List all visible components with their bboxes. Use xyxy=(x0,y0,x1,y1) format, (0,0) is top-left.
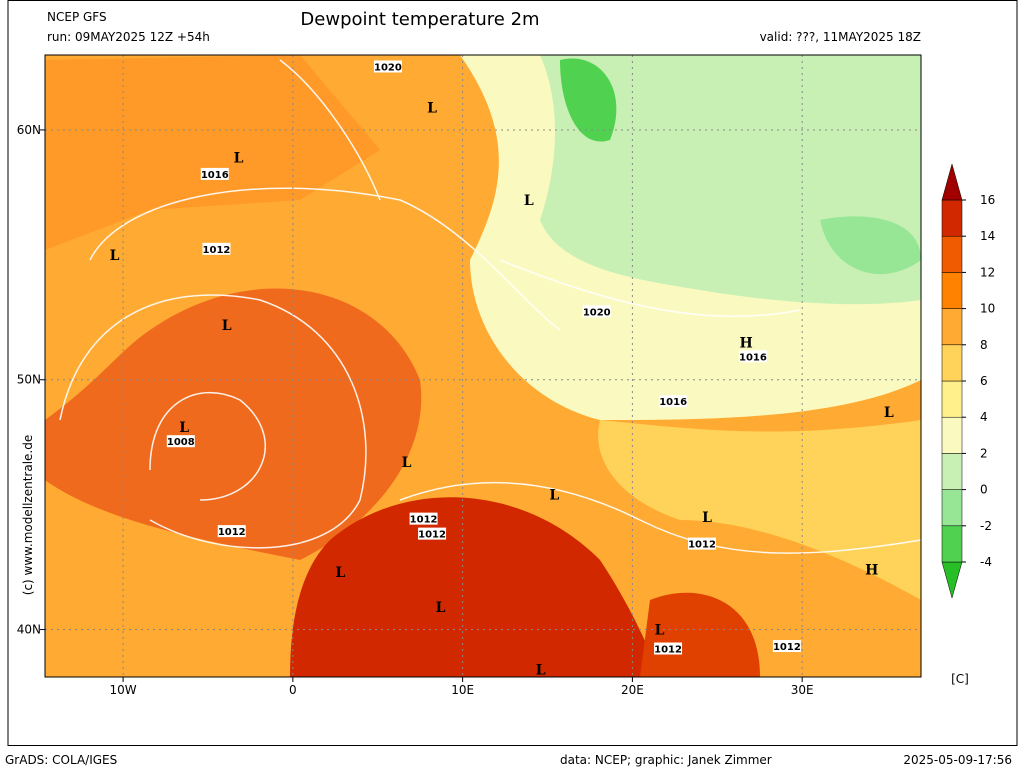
pressure-value: 1012 xyxy=(688,540,716,551)
colorbar-segment xyxy=(941,453,963,490)
pressure-value: 1016 xyxy=(201,170,229,181)
label-box xyxy=(217,525,246,538)
map-field xyxy=(45,55,921,677)
colorbar-label: 10 xyxy=(980,302,995,316)
x-tick-label: 0 xyxy=(289,683,297,697)
colorbar-segment xyxy=(941,489,963,527)
label-box xyxy=(772,640,801,653)
colorbar-segment xyxy=(941,272,963,309)
label-box xyxy=(373,60,402,73)
colorbar-label: 6 xyxy=(980,374,988,388)
pressure-value: 1012 xyxy=(203,245,231,256)
pressure-value: 1020 xyxy=(374,62,402,73)
colorbar-label: -4 xyxy=(980,555,992,569)
pressure-center: H xyxy=(865,563,878,579)
x-tick-label: 30E xyxy=(791,683,814,697)
label-box xyxy=(688,537,716,550)
y-tick-label: 50N xyxy=(17,373,41,387)
colorbar-unit: [C] xyxy=(951,672,969,686)
pressure-center: L xyxy=(884,405,894,421)
label-box xyxy=(200,167,229,180)
footer-left: GrADS: COLA/IGES xyxy=(5,753,117,767)
colorbar-segment xyxy=(941,308,963,346)
pressure-center: L xyxy=(222,318,232,334)
field-region xyxy=(640,592,760,677)
colorbar-label: 14 xyxy=(980,229,995,243)
pressure-value: 1012 xyxy=(418,530,446,541)
pressure-center: H xyxy=(740,335,753,351)
frame xyxy=(7,0,1018,746)
pressure-center: L xyxy=(549,488,559,504)
colorbar-label: 2 xyxy=(980,446,988,460)
field-region xyxy=(45,288,422,560)
pressure-center: L xyxy=(536,663,546,679)
pressure-center: L xyxy=(436,600,446,616)
label-box xyxy=(418,527,447,540)
colorbar-segment xyxy=(941,416,963,454)
y-tick-label: 60N xyxy=(17,123,41,137)
field-region xyxy=(45,55,380,250)
field-region xyxy=(540,55,921,305)
colorbar-segment xyxy=(941,199,963,237)
pressure-value: 1012 xyxy=(410,515,438,526)
x-tick-label: 10E xyxy=(451,683,474,697)
x-tick-label: 20E xyxy=(621,683,644,697)
y-tick-label: 40N xyxy=(17,623,41,637)
credit: (c) www.modellzentrale.de xyxy=(21,435,35,595)
map-grid: 10W 0 10E 20E 30E 40N 50N 60N xyxy=(17,55,921,697)
colorbar: -4 -2 0 2 4 6 8 10 12 14 16 xyxy=(941,163,995,599)
x-tick-label: 10W xyxy=(110,683,137,697)
field-region xyxy=(560,58,617,142)
map-labels: 1020L1016LL1012LL1020H10161016LL1008LLL1… xyxy=(110,60,894,679)
colorbar-segment xyxy=(941,344,963,382)
label-box xyxy=(166,435,195,448)
pressure-center: L xyxy=(335,565,345,581)
pressure-center: L xyxy=(110,248,120,264)
colorbar-label: 0 xyxy=(980,483,988,497)
pressure-value: 1012 xyxy=(218,527,246,538)
pressure-value: 1008 xyxy=(167,437,195,448)
footer-center: data: NCEP; graphic: Janek Zimmer xyxy=(560,753,772,767)
colorbar-label: 8 xyxy=(980,338,988,352)
pressure-center: L xyxy=(402,455,412,471)
colorbar-label: 12 xyxy=(980,265,995,279)
model: NCEP GFS xyxy=(47,10,107,24)
label-box xyxy=(582,305,611,318)
run: run: 09MAY2025 12Z +54h xyxy=(47,30,210,44)
pressure-center: L xyxy=(702,510,712,526)
label-box xyxy=(202,242,231,255)
pressure-value: 1012 xyxy=(773,642,801,653)
pressure-center: L xyxy=(524,193,534,209)
pressure-center: L xyxy=(427,100,437,116)
field-region xyxy=(290,497,660,677)
pressure-center: L xyxy=(234,150,244,166)
footer-right: 2025-05-09-17:56 xyxy=(903,753,1012,767)
pressure-value: 1016 xyxy=(659,397,687,408)
pressure-center: L xyxy=(179,420,189,436)
field-region xyxy=(820,216,921,275)
colorbar-label: 16 xyxy=(980,193,995,207)
map-border xyxy=(44,54,922,678)
colorbar-segment xyxy=(941,235,963,273)
pressure-value: 1016 xyxy=(739,352,767,363)
pressure-value: 1020 xyxy=(583,307,611,318)
label-box xyxy=(654,642,683,655)
label-box xyxy=(409,512,438,525)
colorbar-segment xyxy=(941,525,963,563)
valid: valid: ???, 11MAY2025 18Z xyxy=(760,30,921,44)
colorbar-label: -2 xyxy=(980,519,992,533)
label-box xyxy=(738,350,767,363)
colorbar-arrow xyxy=(941,561,963,599)
title: Dewpoint temperature 2m xyxy=(300,9,539,30)
label-box xyxy=(659,395,688,408)
colorbar-label: 4 xyxy=(980,410,988,424)
pressure-center: L xyxy=(655,623,665,639)
colorbar-arrow xyxy=(941,163,963,201)
field-region xyxy=(598,420,921,600)
pressure-value: 1012 xyxy=(654,645,682,656)
colorbar-segment xyxy=(941,380,963,418)
isobars xyxy=(59,59,921,554)
